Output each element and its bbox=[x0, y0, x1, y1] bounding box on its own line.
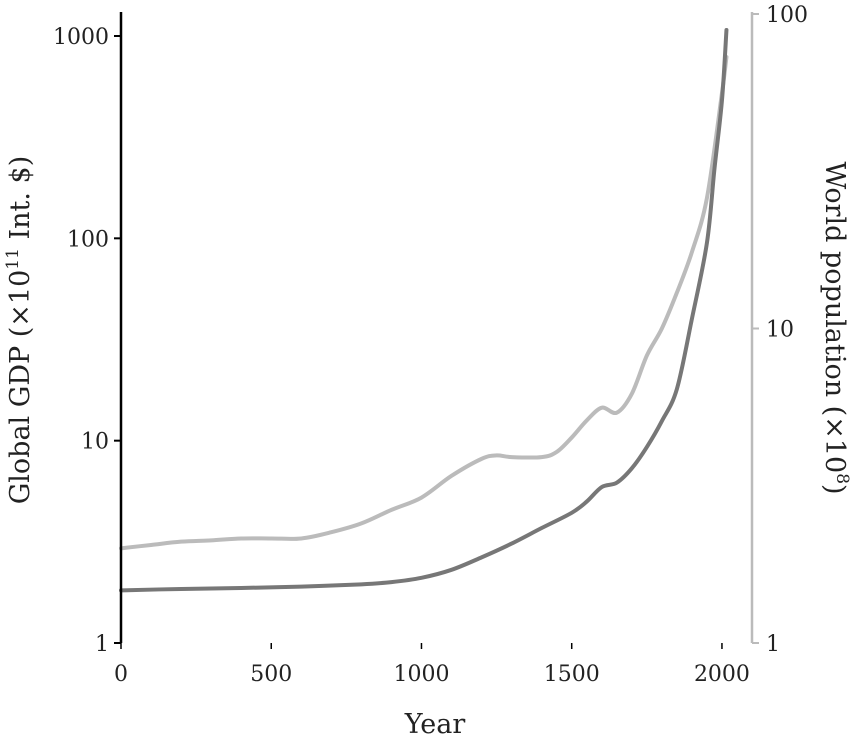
left-y-axis-title: Global GDP (×1011 Int. $) bbox=[3, 156, 36, 505]
right-y-tick-label: 1 bbox=[766, 632, 780, 657]
x-tick-label: 0 bbox=[114, 662, 128, 687]
x-tick-label: 1000 bbox=[393, 662, 449, 687]
left-y-axis-title-main: Global GDP (×10 bbox=[5, 270, 36, 505]
right-y-tick-label: 10 bbox=[766, 318, 794, 343]
left-y-tick-label: 10 bbox=[81, 430, 109, 455]
series-layer bbox=[119, 28, 729, 593]
right-y-axis-title: World population (×108) bbox=[819, 161, 852, 494]
right-y-tick-label: 100 bbox=[766, 3, 808, 28]
gdp-series-line bbox=[119, 28, 729, 593]
right-y-axis-title-sup: 8 bbox=[832, 473, 852, 484]
population-series-line bbox=[119, 54, 729, 551]
left-y-tick-label: 100 bbox=[67, 227, 109, 252]
x-tick-label: 1500 bbox=[544, 662, 600, 687]
x-tick-label: 2000 bbox=[694, 662, 750, 687]
left-y-axis-title-suffix: Int. $) bbox=[5, 156, 36, 248]
x-axis-title: Year bbox=[404, 709, 466, 740]
right-y-axis-title-suffix: ) bbox=[819, 484, 850, 495]
x-tick-label: 500 bbox=[250, 662, 292, 687]
left-y-axis-title-sup: 11 bbox=[3, 248, 23, 270]
left-y-tick-label: 1000 bbox=[53, 25, 109, 50]
right-y-axis-title-main: World population (×10 bbox=[819, 161, 850, 473]
left-y-tick-label: 1 bbox=[95, 632, 109, 657]
